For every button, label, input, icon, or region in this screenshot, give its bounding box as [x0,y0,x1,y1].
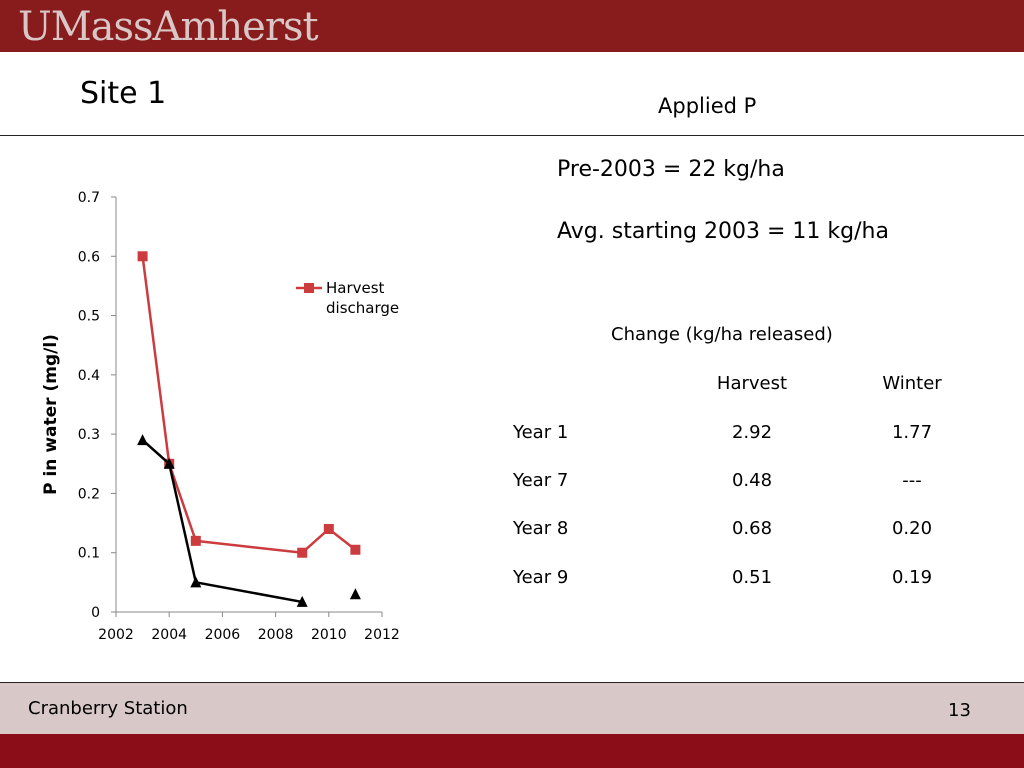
data-point-square [190,535,201,546]
cell-year7-harvest: 0.48 [731,470,773,491]
data-point-square [323,524,334,534]
header-bar [0,0,1024,52]
series-line [141,439,303,604]
table-caption: Change (kg/ha released) [611,324,833,345]
legend-label: discharge [326,299,399,317]
legend-marker [304,283,314,293]
x-tick-label: 2010 [311,627,347,643]
footer-text: Cranberry Station [28,698,188,719]
cell-year9-winter: 0.19 [891,567,933,588]
cell-year8-winter: 0.20 [891,518,933,539]
row-label-year1: Year 1 [513,422,569,443]
y-axis-title: P in water (mg/l) [41,334,61,495]
x-tick-label: 2008 [258,627,294,643]
column-header-harvest: Harvest [716,373,788,394]
title-divider [0,135,1024,136]
y-tick-label: 0.5 [78,309,100,325]
y-tick-label: 0 [91,605,100,621]
cell-year1-harvest: 2.92 [731,422,773,443]
cell-year8-harvest: 0.68 [731,518,773,539]
row-label-year9: Year 9 [513,567,569,588]
y-tick-label: 0.4 [78,368,100,384]
data-point-triangle [137,434,149,446]
x-tick-label: 2004 [151,627,187,643]
x-tick-label: 2006 [205,627,241,643]
data-point-triangle [349,588,361,600]
data-point-square [297,547,308,558]
series-line [141,256,357,555]
x-tick-label: 2012 [364,627,400,643]
bottom-bar [0,734,1024,768]
slide-subtitle: Applied P [658,94,757,118]
data-point-triangle [163,457,175,469]
y-tick-label: 0.7 [78,190,100,206]
stat-avg-2003: Avg. starting 2003 = 11 kg/ha [557,219,889,244]
row-label-year7: Year 7 [513,470,569,491]
page-number: 13 [948,700,971,721]
slide-title: Site 1 [80,76,167,111]
data-point-square [350,544,361,555]
data-point-square [137,251,148,262]
data-point-triangle [296,595,308,607]
footer-bar [0,682,1024,735]
phosphorus-chart: 0 0.1 0.2 0.3 0.4 0.5 0.6 0.7 2002 2004 2006 2008 20… [41,190,400,643]
y-tick-label: 0.1 [78,546,100,562]
legend-label: Harvest [326,279,385,297]
y-tick-label: 0.2 [78,486,100,502]
cell-year9-harvest: 0.51 [731,567,773,588]
row-label-year8: Year 8 [513,518,569,539]
y-tick-label: 0.6 [78,249,100,265]
umass-logo: UMassAmherst [18,4,319,50]
column-header-winter: Winter [882,373,942,394]
cell-year7-winter: --- [902,470,922,491]
data-point-triangle [190,576,202,588]
stat-pre-2003: Pre-2003 = 22 kg/ha [557,157,785,182]
cell-year1-winter: 1.77 [891,422,933,443]
y-tick-label: 0.3 [78,427,100,443]
x-tick-label: 2002 [98,627,134,643]
